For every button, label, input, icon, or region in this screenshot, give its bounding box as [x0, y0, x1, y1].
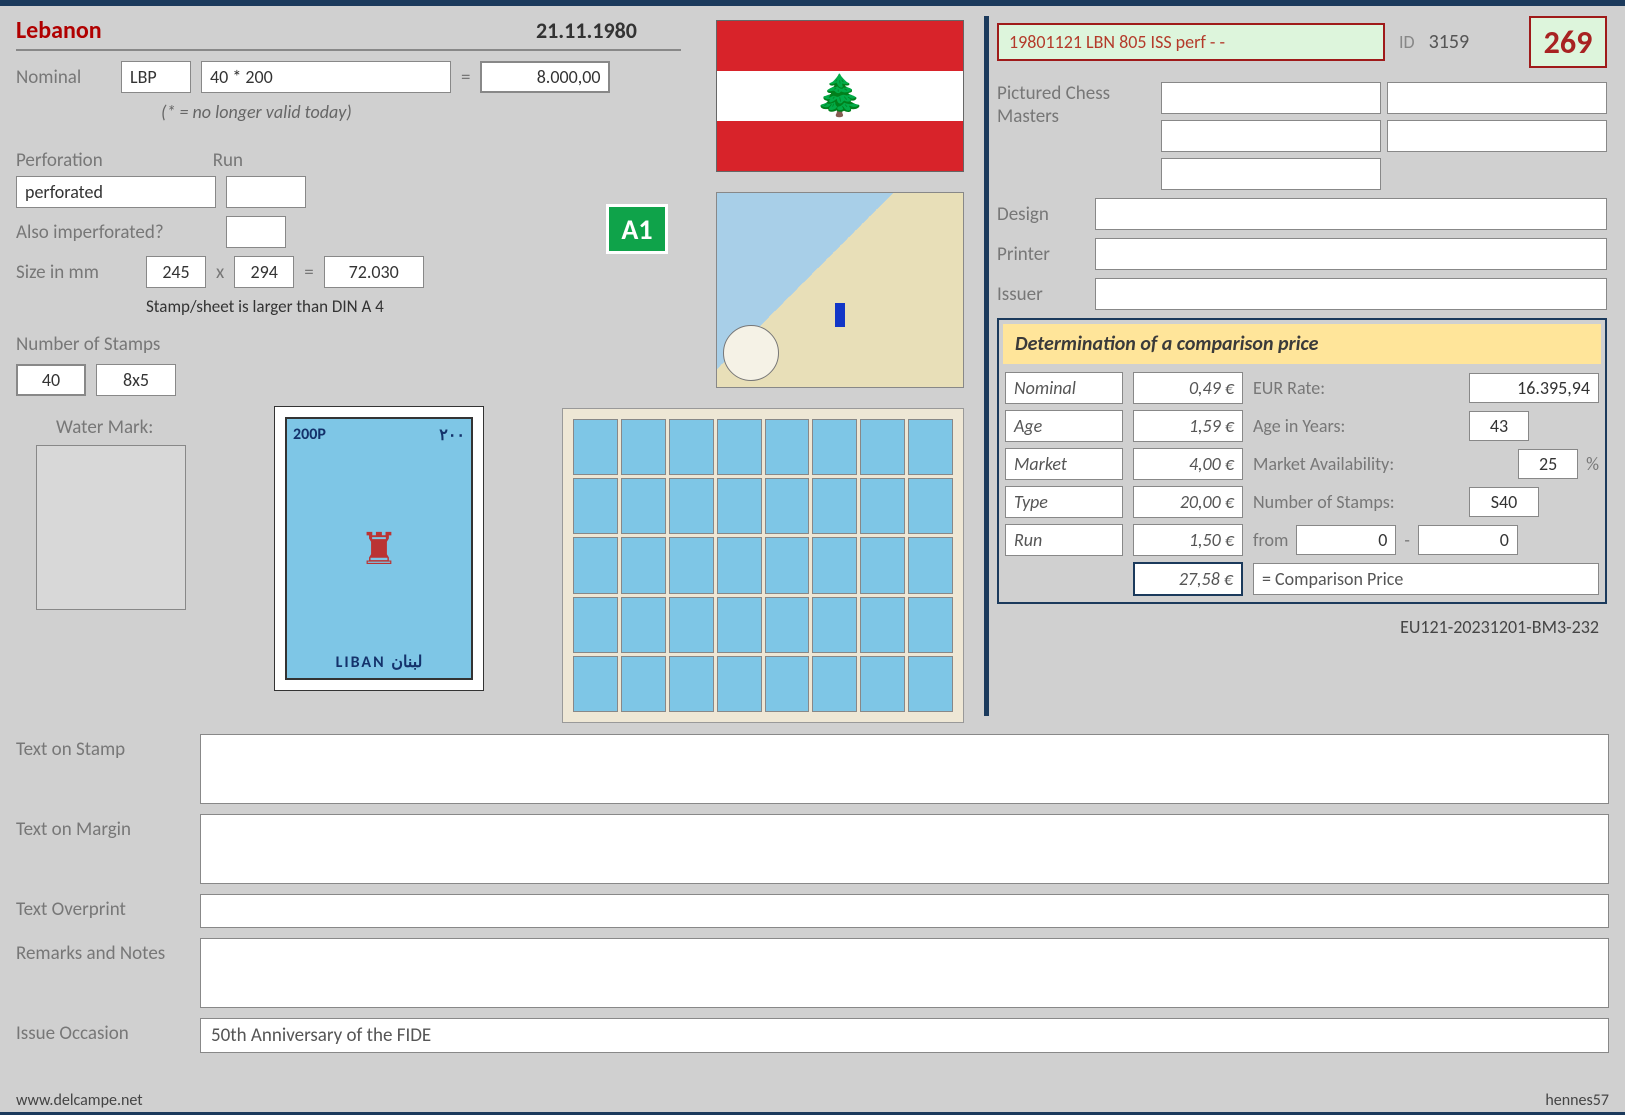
design-label: Design — [997, 203, 1085, 226]
stamp-sheet-image — [562, 408, 964, 723]
size-x: x — [216, 261, 224, 284]
num-stamps-side-value: S40 — [1469, 487, 1539, 517]
cmp-market-val: 4,00 € — [1133, 448, 1243, 480]
stamp-image: 200P ٢٠٠ ♜ LIBAN لبنان — [274, 406, 484, 691]
panel-divider — [984, 16, 989, 716]
map-marker — [835, 303, 845, 327]
num-stamps-side-label: Number of Stamps: — [1253, 491, 1395, 513]
cmp-market-label: Market — [1005, 448, 1123, 480]
cmp-run-val: 1,50 € — [1133, 524, 1243, 556]
cmp-age-val: 1,59 € — [1133, 410, 1243, 442]
comparison-title: Determination of a comparison price — [1003, 324, 1601, 364]
chess-master-input-2[interactable] — [1387, 82, 1607, 114]
run-to-value[interactable]: 0 — [1418, 525, 1518, 555]
printer-label: Printer — [997, 243, 1085, 266]
market-avail-value: 25 — [1518, 449, 1578, 479]
grade-badge: A1 — [606, 204, 668, 254]
globe-inset-icon — [723, 325, 779, 381]
stamp-count: 40 — [16, 364, 86, 396]
reference-code: EU121-20231201-BM3-232 — [997, 616, 1607, 638]
stamp-layout: 8x5 — [96, 364, 176, 396]
percent-sign: % — [1586, 453, 1599, 475]
stamp-art-icon: ♜ — [293, 445, 465, 652]
size-note: Stamp/sheet is larger than DIN A 4 — [146, 296, 384, 317]
nominal-result: 8.000,00 — [480, 61, 610, 93]
id-value: 3159 — [1429, 30, 1470, 54]
perforation-label: Perforation — [16, 149, 103, 172]
chess-master-input-4[interactable] — [1387, 120, 1607, 152]
design-input[interactable] — [1095, 198, 1607, 230]
cmp-nominal-val: 0,49 € — [1133, 372, 1243, 404]
text-on-margin-input[interactable] — [200, 814, 1609, 884]
issuer-label: Issuer — [997, 283, 1085, 306]
eur-rate-label: EUR Rate: — [1253, 377, 1325, 399]
chess-master-input-3[interactable] — [1161, 120, 1381, 152]
nominal-note: (* = no longer valid today) — [161, 101, 352, 123]
cmp-type-val: 20,00 € — [1133, 486, 1243, 518]
nominal-label: Nominal — [16, 66, 111, 89]
comparison-total-label: = Comparison Price — [1253, 563, 1599, 595]
country-flag: 🌲 — [716, 20, 964, 172]
size-width-input[interactable]: 245 — [146, 256, 206, 288]
id-label: ID — [1399, 31, 1415, 53]
run-from-value[interactable]: 0 — [1296, 525, 1396, 555]
left-panel: Lebanon 21.11.1980 🌲 Nominal LBP 40 * 20… — [16, 16, 976, 716]
record-count: 269 — [1529, 16, 1607, 68]
also-imperf-input[interactable] — [226, 216, 286, 248]
stamp-country-text: LIBAN لبنان — [293, 652, 465, 672]
cmp-run-label: Run — [1005, 524, 1123, 556]
footer: www.delcampe.net hennes57 — [16, 1091, 1609, 1110]
size-area: 72.030 — [324, 256, 424, 288]
currency-input[interactable]: LBP — [121, 61, 191, 93]
eur-rate-value: 16.395,94 — [1469, 373, 1599, 403]
printer-input[interactable] — [1095, 238, 1607, 270]
location-map — [716, 192, 964, 388]
size-label: Size in mm — [16, 261, 136, 284]
also-imperf-label: Also imperforated? — [16, 221, 216, 244]
issue-date: 21.11.1980 — [536, 17, 637, 44]
text-on-stamp-label: Text on Stamp — [16, 734, 186, 761]
issue-occasion-input[interactable]: 50th Anniversary of the FIDE — [200, 1018, 1609, 1053]
cmp-nominal-label: Nominal — [1005, 372, 1123, 404]
watermark-box — [36, 445, 186, 610]
remarks-label: Remarks and Notes — [16, 938, 186, 965]
text-overprint-input[interactable] — [200, 894, 1609, 928]
market-avail-label: Market Availability: — [1253, 453, 1394, 475]
text-on-stamp-input[interactable] — [200, 734, 1609, 804]
cmp-age-label: Age — [1005, 410, 1123, 442]
nominal-expression-input[interactable]: 40 * 200 — [201, 61, 451, 93]
chess-master-input-5[interactable] — [1161, 158, 1381, 190]
chess-master-input-1[interactable] — [1161, 82, 1381, 114]
cmp-type-label: Type — [1005, 486, 1123, 518]
catalog-id-input[interactable]: 19801121 LBN 805 ISS perf - - — [997, 23, 1385, 61]
footer-left: www.delcampe.net — [16, 1091, 143, 1110]
header-divider — [16, 49, 681, 51]
chess-masters-label: Pictured Chess Masters — [997, 82, 1151, 128]
app-window: Lebanon 21.11.1980 🌲 Nominal LBP 40 * 20… — [0, 0, 1625, 1115]
issuer-input[interactable] — [1095, 278, 1607, 310]
footer-right: hennes57 — [1545, 1091, 1609, 1110]
right-panel: 19801121 LBN 805 ISS perf - - ID 3159 26… — [997, 16, 1607, 716]
size-equals: = — [304, 261, 313, 284]
size-height-input[interactable]: 294 — [234, 256, 294, 288]
country-name: Lebanon — [16, 16, 536, 45]
perforation-input[interactable]: perforated — [16, 176, 216, 208]
issue-occasion-label: Issue Occasion — [16, 1018, 186, 1045]
run-input[interactable] — [226, 176, 306, 208]
run-dash: - — [1404, 529, 1410, 551]
cedar-icon: 🌲 — [815, 71, 865, 120]
bottom-fields: Text on Stamp Text on Margin Text Overpr… — [16, 734, 1609, 1053]
text-on-margin-label: Text on Margin — [16, 814, 186, 841]
age-years-label: Age in Years: — [1253, 415, 1345, 437]
text-overprint-label: Text Overprint — [16, 894, 186, 921]
stamp-denom-left: 200P — [293, 425, 326, 445]
stamp-denom-right: ٢٠٠ — [439, 425, 465, 445]
run-label: Run — [213, 149, 243, 172]
remarks-input[interactable] — [200, 938, 1609, 1008]
comparison-price-box: Determination of a comparison price Nomi… — [997, 318, 1607, 604]
age-years-value: 43 — [1469, 411, 1529, 441]
equals-sign: = — [461, 66, 470, 89]
comparison-total: 27,58 € — [1133, 562, 1243, 596]
run-from-label: from — [1253, 529, 1288, 551]
